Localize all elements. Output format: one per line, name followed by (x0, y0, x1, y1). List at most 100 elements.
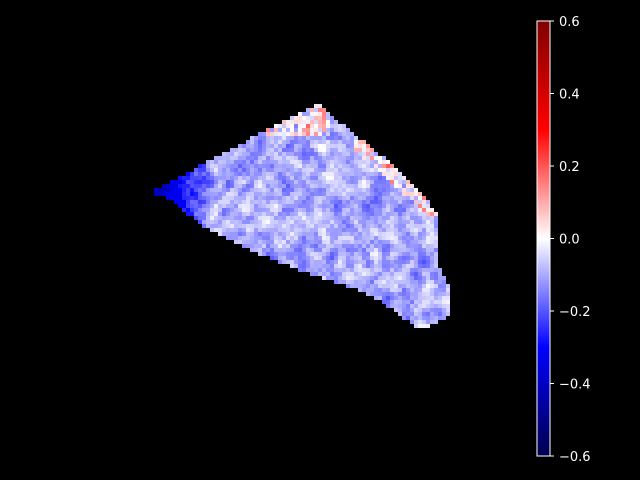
heatmap-cell (366, 188, 370, 192)
heatmap-cell (278, 176, 282, 180)
heatmap-cell (382, 292, 386, 296)
heatmap-cell (258, 224, 262, 228)
heatmap-cell (330, 164, 334, 168)
heatmap-cell (346, 260, 350, 264)
heatmap-cell (274, 148, 278, 152)
heatmap-cell (182, 192, 186, 196)
heatmap-cell (362, 160, 366, 164)
heatmap-cell (334, 152, 338, 156)
heatmap-cell (410, 292, 414, 296)
heatmap-cell (330, 192, 334, 196)
heatmap-cell (370, 236, 374, 240)
heatmap-cell (390, 184, 394, 188)
heatmap-cell (378, 276, 382, 280)
heatmap-cell (354, 252, 358, 256)
heatmap-cell (402, 280, 406, 284)
heatmap-cell (174, 192, 178, 196)
heatmap-cell (342, 136, 346, 140)
heatmap-cell (334, 236, 338, 240)
heatmap-cell (394, 240, 398, 244)
heatmap-cell (366, 292, 370, 296)
heatmap-cell (354, 284, 358, 288)
heatmap-cell (250, 248, 254, 252)
heatmap-cell (302, 224, 306, 228)
heatmap-cell (410, 232, 414, 236)
heatmap-cell (310, 196, 314, 200)
heatmap-cell (290, 116, 294, 120)
heatmap-cell (326, 252, 330, 256)
colorbar-tick-label: 0.2 (559, 160, 580, 175)
heatmap-cell (222, 172, 226, 176)
heatmap-cell (350, 176, 354, 180)
heatmap-cell (334, 252, 338, 256)
heatmap-cell (418, 240, 422, 244)
heatmap-cell (382, 260, 386, 264)
heatmap-cell (346, 256, 350, 260)
heatmap-cell (370, 180, 374, 184)
heatmap-cell (370, 284, 374, 288)
heatmap-cell (334, 120, 338, 124)
heatmap-cell (330, 180, 334, 184)
heatmap-cell (246, 176, 250, 180)
heatmap-cell (398, 232, 402, 236)
heatmap-cell (278, 244, 282, 248)
heatmap-cell (262, 204, 266, 208)
heatmap-cell (354, 172, 358, 176)
heatmap-cell (202, 168, 206, 172)
heatmap-cell (302, 236, 306, 240)
heatmap-cell (314, 116, 318, 120)
heatmap-cell (434, 252, 438, 256)
heatmap-cell (330, 140, 334, 144)
heatmap-cell (298, 224, 302, 228)
heatmap-cell (410, 220, 414, 224)
heatmap-cell (406, 212, 410, 216)
heatmap-cell (410, 208, 414, 212)
heatmap-cell (354, 196, 358, 200)
heatmap-cell (362, 196, 366, 200)
heatmap-cell (286, 168, 290, 172)
heatmap-cell (430, 308, 434, 312)
heatmap-cell (206, 212, 210, 216)
heatmap-cell (342, 152, 346, 156)
heatmap-cell (222, 176, 226, 180)
heatmap-cell (414, 220, 418, 224)
heatmap-cell (334, 192, 338, 196)
heatmap-cell (434, 272, 438, 276)
heatmap-cell (346, 176, 350, 180)
heatmap-cell (390, 248, 394, 252)
heatmap-cell (402, 240, 406, 244)
heatmap-cell (422, 288, 426, 292)
heatmap-cell (218, 232, 222, 236)
heatmap-cell (334, 212, 338, 216)
heatmap-cell (314, 176, 318, 180)
heatmap-cell (206, 216, 210, 220)
heatmap-cell (274, 232, 278, 236)
heatmap-cell (270, 148, 274, 152)
heatmap-cell (358, 260, 362, 264)
heatmap-cell (374, 284, 378, 288)
heatmap-cell (310, 136, 314, 140)
heatmap-cell (254, 244, 258, 248)
heatmap-cell (406, 252, 410, 256)
heatmap-cell (306, 228, 310, 232)
heatmap-cell (186, 176, 190, 180)
heatmap-cell (334, 148, 338, 152)
heatmap-cell (410, 216, 414, 220)
heatmap-cell (374, 252, 378, 256)
heatmap-cell (250, 168, 254, 172)
heatmap-cell (326, 120, 330, 124)
heatmap-cell (326, 240, 330, 244)
heatmap-cell (274, 252, 278, 256)
heatmap-cell (438, 268, 442, 272)
heatmap-cell (434, 308, 438, 312)
heatmap-cell (282, 212, 286, 216)
heatmap-cell (434, 296, 438, 300)
heatmap-cell (254, 168, 258, 172)
heatmap-cell (190, 184, 194, 188)
heatmap-cell (322, 216, 326, 220)
heatmap-cell (434, 220, 438, 224)
heatmap-cell (418, 212, 422, 216)
heatmap-cell (294, 252, 298, 256)
heatmap-cell (226, 156, 230, 160)
heatmap-cell (338, 124, 342, 128)
